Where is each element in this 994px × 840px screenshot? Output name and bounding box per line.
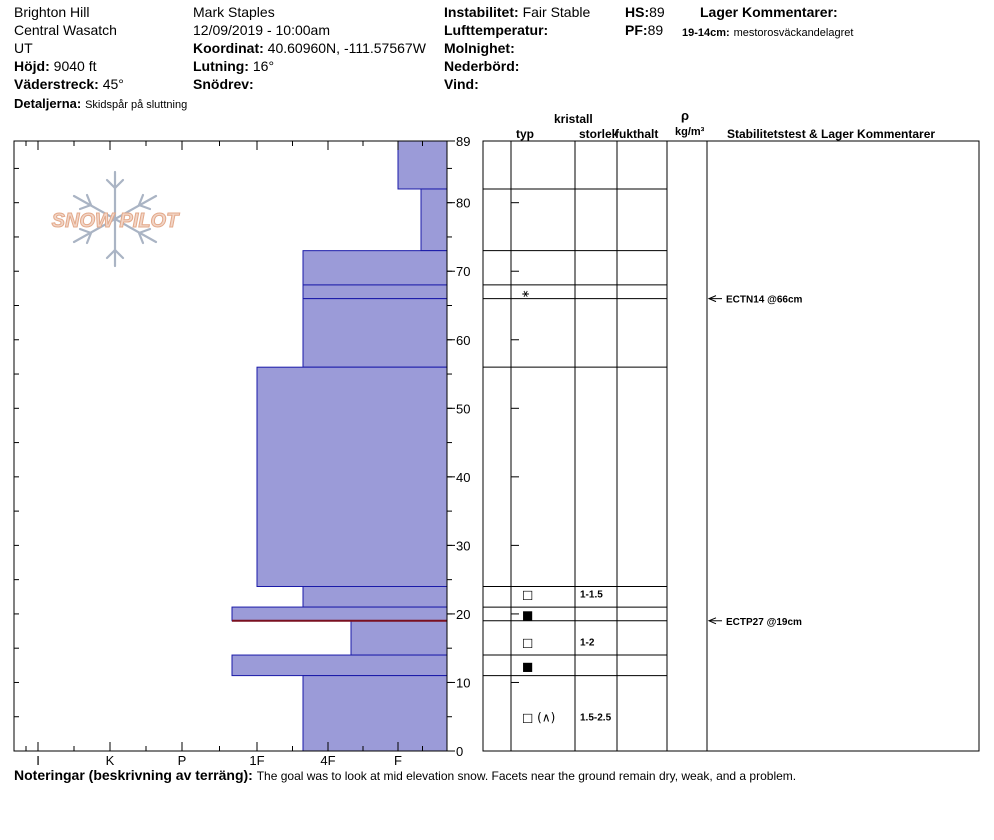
density-unit-header: kg/m³	[675, 126, 705, 138]
hardness-plot-frame	[13, 140, 448, 752]
instability-value: Fair Stable	[522, 4, 591, 20]
hardness-bar-9	[231, 654, 448, 677]
slope-value: 16°	[252, 58, 275, 74]
instability-row: Instabilitet: Fair Stable	[444, 4, 590, 20]
hardness-bar-1	[420, 188, 448, 252]
aspect-label: Väderstreck:	[14, 76, 99, 92]
hardness-bar-4	[302, 298, 448, 368]
slope-row: Lutning: 16°	[193, 58, 274, 74]
y-tick-label-10: 10	[456, 675, 470, 690]
stability-test-label-1: ECTP27 @19cm	[726, 617, 802, 628]
y-tick-label-0: 0	[456, 744, 463, 759]
aspect-value: 45°	[102, 76, 124, 92]
layer-table-frame	[482, 140, 980, 752]
hardness-bar-5	[256, 366, 448, 588]
coordinate-row: Koordinat: 40.60960N, -111.57567W	[193, 40, 426, 56]
pf-row: PF:89	[625, 22, 663, 38]
elevation-row: Höjd: 9040 ft	[14, 58, 96, 74]
y-tick-label-80: 80	[456, 196, 470, 211]
stability-test-label-0: ECTN14 @66cm	[726, 295, 803, 306]
elevation-label: Höjd:	[14, 58, 50, 74]
snowpilot-wordmark: SNOW PILOT	[52, 210, 180, 232]
drift-row: Snödrev:	[193, 76, 254, 92]
state: UT	[14, 40, 33, 56]
snowpilot-logo: SNOW PILOT	[51, 170, 181, 268]
details-value: Skidspår på sluttning	[85, 99, 188, 111]
hs-label: HS:	[625, 4, 650, 20]
layer-comment-depth: 19-14cm:	[682, 27, 730, 39]
stability-header: Stabilitetstest & Lager Kommentarer	[727, 127, 936, 141]
type-header: typ	[516, 127, 534, 141]
grain-size-label-1: 1-1.5	[580, 589, 603, 600]
slope-label: Lutning:	[193, 58, 249, 74]
grain-type-symbol-4: ■	[522, 659, 533, 673]
wind-label: Vind:	[444, 76, 479, 92]
size-header: storlek	[579, 127, 616, 141]
y-tick-label-70: 70	[456, 264, 470, 279]
hardness-bar-3	[302, 284, 448, 300]
grain-type-symbol-5: □ (∧)	[522, 711, 555, 725]
x-tick-label-K: K	[106, 753, 115, 768]
aspect-row: Väderstreck: 45°	[14, 76, 124, 92]
hardness-bar-2	[302, 250, 448, 286]
notes-label: Noteringar (beskrivning av terräng):	[14, 767, 253, 783]
grain-size-label-5: 1.5-2.5	[580, 713, 612, 724]
y-tick-label-60: 60	[456, 333, 470, 348]
grain-type-symbol-1: □	[522, 587, 533, 601]
x-tick-label-1F: 1F	[249, 753, 264, 768]
pf-label: PF:	[625, 22, 648, 38]
coordinate-value: 40.60960N, -111.57567W	[267, 40, 426, 56]
instability-label: Instabilitet:	[444, 4, 519, 20]
notes-row: Noteringar (beskrivning av terräng): The…	[14, 767, 796, 784]
precip-label: Nederbörd:	[444, 58, 520, 74]
x-tick-label-4F: 4F	[320, 753, 335, 768]
sky-row: Molnighet:	[444, 40, 515, 56]
drift-label: Snödrev:	[193, 76, 254, 92]
stability-test-arrowhead-1	[707, 617, 717, 625]
grain-type-symbol-3: □	[522, 635, 533, 649]
grain-type-symbol-0: ⚹̲	[522, 286, 529, 300]
y-tick-label-30: 30	[456, 538, 470, 553]
grain-type-symbol-2: ■	[522, 608, 533, 622]
elevation-value: 9040 ft	[53, 58, 97, 74]
coordinate-label: Koordinat:	[193, 40, 264, 56]
airtemp-label: Lufttemperatur:	[444, 22, 549, 38]
moisture-header: fukthalt	[615, 127, 659, 141]
hs-value: 89	[649, 4, 665, 20]
y-tick-label-89: 89	[456, 134, 470, 149]
hardness-bar-7	[231, 606, 448, 622]
y-tick-label-50: 50	[456, 401, 470, 416]
hs-row: HS:89	[625, 4, 665, 20]
notes-text: The goal was to look at mid elevation sn…	[256, 769, 797, 783]
details-label: Detaljerna:	[14, 96, 82, 111]
crystal-header: kristall	[554, 112, 593, 126]
rho-header: ρ	[681, 108, 690, 123]
x-tick-label-I: I	[36, 753, 40, 768]
x-tick-label-F: F	[394, 753, 402, 768]
stability-test-arrowhead-0	[707, 295, 717, 303]
hardness-bar-8	[350, 620, 448, 656]
layer-comments-label: Lager Kommentarer:	[700, 4, 838, 20]
grain-size-label-3: 1-2	[580, 637, 595, 648]
region: Central Wasatch	[14, 22, 117, 38]
precip-row: Nederbörd:	[444, 58, 519, 74]
wind-row: Vind:	[444, 76, 479, 92]
hardness-bar-6	[302, 586, 448, 608]
y-tick-label-40: 40	[456, 470, 470, 485]
layer-comment-text: mestorosväckandelagret	[733, 27, 854, 39]
hardness-bar-10	[302, 675, 448, 752]
observer: Mark Staples	[193, 4, 275, 20]
x-tick-label-P: P	[178, 753, 187, 768]
details-row: Detaljerna: Skidspår på sluttning	[14, 95, 187, 113]
datetime: 12/09/2019 - 10:00am	[193, 22, 330, 38]
sky-label: Molnighet:	[444, 40, 515, 56]
hardness-bar-0	[397, 140, 448, 190]
layer-comment-row: 19-14cm: mestorosväckandelagret	[682, 23, 853, 41]
location-name: Brighton Hill	[14, 4, 90, 20]
airtemp-row: Lufttemperatur:	[444, 22, 548, 38]
pf-value: 89	[647, 22, 664, 38]
snowflake-icon	[72, 170, 158, 268]
y-tick-label-20: 20	[456, 607, 470, 622]
